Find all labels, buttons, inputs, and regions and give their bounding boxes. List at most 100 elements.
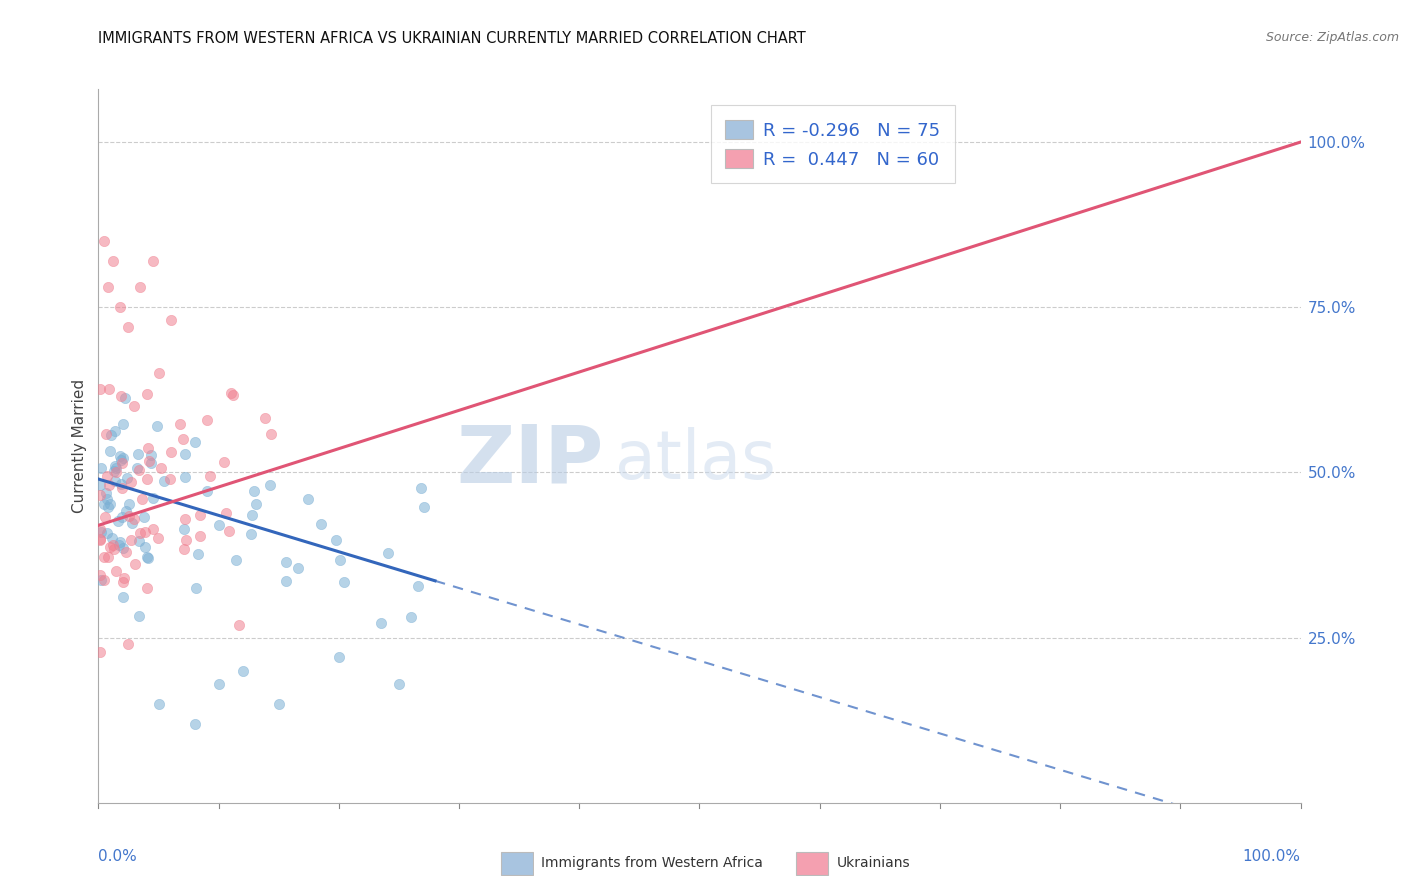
Point — [184, 434, 207, 449]
Point — [259, 478, 281, 492]
Point — [110, 389, 132, 403]
Point — [96, 491, 118, 506]
Point — [104, 474, 127, 488]
Text: IMMIGRANTS FROM WESTERN AFRICA VS UKRAINIAN CURRENTLY MARRIED CORRELATION CHART: IMMIGRANTS FROM WESTERN AFRICA VS UKRAIN… — [98, 31, 806, 46]
Point — [146, 418, 169, 433]
Point — [114, 392, 136, 406]
Point — [97, 500, 120, 515]
Point — [411, 481, 433, 495]
Point — [103, 542, 125, 557]
Point — [93, 573, 115, 587]
Point — [150, 461, 173, 475]
Point — [134, 525, 156, 540]
Point — [287, 560, 309, 574]
Point — [159, 313, 181, 327]
Point — [187, 547, 209, 561]
Text: ZIP: ZIP — [456, 421, 603, 500]
Point — [228, 618, 250, 632]
Point — [89, 567, 111, 582]
Point — [183, 716, 205, 731]
Point — [219, 386, 242, 401]
Point — [89, 478, 111, 492]
Point — [222, 387, 245, 401]
Point — [174, 533, 197, 548]
Point — [218, 524, 240, 539]
Text: Ukrainians: Ukrainians — [837, 856, 910, 871]
Point — [260, 427, 283, 442]
Point — [388, 677, 411, 691]
Point — [97, 280, 120, 294]
Point — [141, 456, 163, 470]
Point — [107, 514, 129, 528]
Point — [108, 300, 131, 314]
Point — [129, 280, 152, 294]
Point — [114, 544, 136, 558]
Point — [138, 551, 160, 566]
Point — [94, 509, 117, 524]
Point — [120, 533, 142, 547]
Point — [377, 546, 399, 560]
Point — [148, 367, 170, 381]
Point — [96, 468, 118, 483]
Point — [129, 525, 152, 540]
Point — [108, 534, 131, 549]
Point — [134, 540, 156, 554]
Point — [89, 488, 111, 502]
Point — [104, 564, 127, 578]
Point — [124, 400, 146, 414]
Point — [115, 471, 138, 485]
Point — [274, 574, 297, 588]
Point — [136, 549, 159, 564]
Point — [159, 444, 181, 458]
Point — [98, 477, 121, 491]
Point — [97, 549, 120, 564]
Point — [172, 433, 194, 447]
Point — [128, 463, 150, 477]
Point — [110, 477, 132, 491]
Point — [138, 454, 160, 468]
Point — [110, 452, 132, 467]
Point — [100, 427, 122, 442]
Point — [370, 615, 392, 630]
Point — [93, 550, 115, 565]
Text: Source: ZipAtlas.com: Source: ZipAtlas.com — [1265, 31, 1399, 45]
Point — [117, 637, 139, 651]
Point — [131, 492, 153, 507]
Point — [112, 541, 135, 555]
Point — [136, 387, 159, 401]
Point — [136, 442, 159, 456]
Point — [198, 469, 221, 483]
Point — [101, 531, 124, 545]
Point — [325, 533, 347, 547]
Point — [125, 461, 148, 475]
Point — [93, 234, 115, 248]
Point — [297, 492, 319, 507]
Point — [245, 497, 267, 511]
Point — [169, 417, 191, 432]
Point — [142, 491, 165, 505]
Point — [112, 575, 135, 590]
Point — [105, 465, 128, 479]
Point — [267, 697, 290, 711]
Point — [128, 609, 150, 624]
Point — [111, 590, 134, 604]
Point — [212, 455, 235, 469]
Point — [142, 522, 165, 536]
Point — [208, 518, 231, 533]
Point — [118, 498, 141, 512]
Point — [173, 541, 195, 556]
Point — [184, 582, 207, 596]
Point — [111, 510, 134, 524]
Point — [111, 456, 134, 470]
Point — [243, 484, 266, 499]
Point — [115, 504, 138, 518]
Point — [89, 522, 111, 536]
Point — [128, 533, 150, 548]
Point — [93, 497, 115, 511]
Point — [413, 500, 436, 514]
Point — [104, 424, 127, 438]
Point — [148, 531, 170, 545]
Point — [328, 650, 350, 665]
Point — [101, 538, 124, 552]
Point — [108, 450, 131, 464]
